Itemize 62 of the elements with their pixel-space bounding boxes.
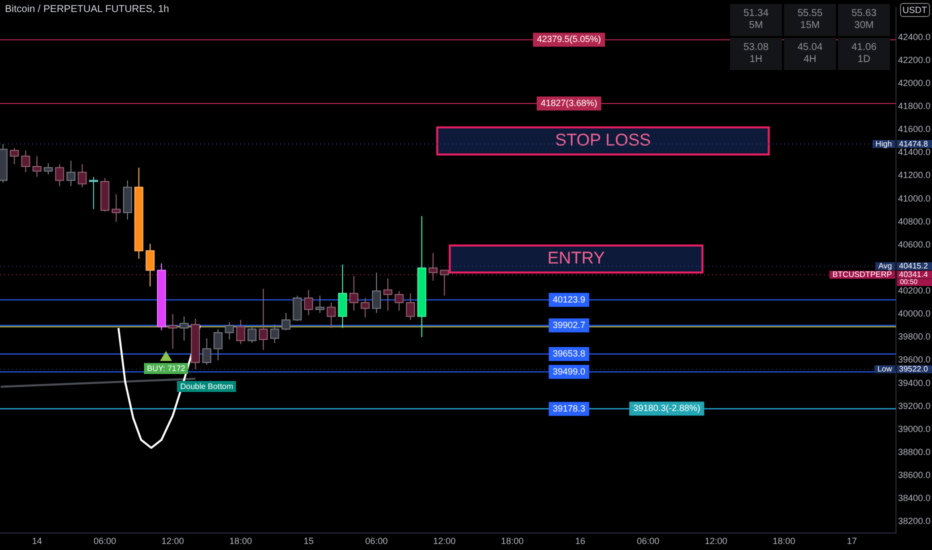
- x-tick-label: 06:00: [94, 536, 116, 546]
- band-label: STOP LOSS: [555, 130, 651, 150]
- ref-line-label: 39653.8: [552, 348, 586, 359]
- ref-line-label: 39902.7: [552, 320, 586, 330]
- y-tick-label: 39200.0: [898, 400, 931, 411]
- y-tick-label: 38600.0: [898, 470, 931, 480]
- y-tick-label: 40000.0: [898, 308, 931, 319]
- x-tick-label: 12:00: [704, 536, 728, 546]
- x-tick-label: 14: [32, 536, 42, 546]
- x-tick-label: 06:00: [365, 536, 388, 546]
- annotation: Avg: [878, 261, 892, 270]
- y-tick-label: 38800.0: [898, 446, 931, 457]
- y-tick-label: 39800.0: [898, 332, 931, 342]
- ref-line-label: 39178.3: [552, 403, 586, 414]
- ref-line-label: 39522.0: [899, 364, 928, 374]
- x-tick-label: 18:00: [501, 536, 524, 546]
- y-tick-label: 42200.0: [898, 54, 931, 65]
- ref-line-label: 41827(3.68%): [540, 98, 598, 108]
- ref-line-label: 42379.5(5.05%): [536, 34, 601, 44]
- y-tick-label: 41000.0: [898, 193, 931, 204]
- y-tick-label: 41600.0: [898, 124, 931, 134]
- x-tick-label: 18:00: [772, 536, 796, 546]
- x-tick-label: 12:00: [162, 536, 184, 546]
- y-tick-label: 40600.0: [898, 239, 931, 250]
- annotation: Double Bottom: [177, 381, 236, 392]
- y-tick-label: 38400.0: [898, 493, 931, 504]
- ref-line-label: 41474.8: [899, 139, 928, 148]
- y-tick-label: 38200.0: [898, 516, 931, 526]
- x-tick-label: 17: [846, 536, 857, 546]
- annotation: 53.08 1H: [730, 38, 782, 70]
- annotation: 45.04 4H: [784, 38, 836, 70]
- y-axis-title: USDT: [900, 3, 930, 17]
- annotation: BUY: 7172: [144, 362, 188, 374]
- y-tick-label: 40800.0: [898, 216, 931, 226]
- y-tick-label: 42400.0: [898, 32, 931, 42]
- ref-line-label: 39499.0: [552, 366, 586, 376]
- x-tick-label: 12:00: [433, 536, 456, 546]
- y-tick-label: 39600.0: [898, 354, 931, 365]
- ref-line-label: 40123.9: [552, 294, 586, 304]
- chart-title: Bitcoin / PERPETUAL FUTURES, 1h: [5, 4, 170, 15]
- y-tick-label: 39000.0: [898, 424, 931, 434]
- y-tick-label: 40200.0: [898, 286, 931, 296]
- x-tick-label: 16: [575, 536, 586, 546]
- x-tick-label: 18:00: [229, 536, 252, 546]
- y-tick-label: 39400.0: [898, 378, 931, 388]
- ref-line-label: 39180.3(-2.88%): [633, 403, 700, 414]
- y-tick-label: 41400.0: [898, 147, 931, 158]
- annotation: High: [876, 139, 892, 148]
- annotation: 41.06 1D: [838, 38, 890, 70]
- y-tick-label: 41200.0: [898, 170, 931, 180]
- x-tick-label: 06:00: [636, 536, 660, 546]
- annotation: 55.55 15M: [784, 4, 836, 36]
- annotation: 51.34 5M: [730, 4, 782, 36]
- x-tick-label: 15: [304, 536, 314, 546]
- annotation: BTCUSDTPERP: [832, 270, 892, 279]
- annotation: 55.63 30M: [838, 4, 890, 36]
- y-tick-label: 42000.0: [898, 78, 931, 88]
- ref-line-label: 40415.2: [899, 261, 928, 270]
- y-tick-label: 41800.0: [898, 101, 931, 112]
- annotation: Low: [877, 364, 892, 374]
- band-label: ENTRY: [547, 248, 605, 268]
- ref-line-label: 40341.4: [899, 270, 928, 279]
